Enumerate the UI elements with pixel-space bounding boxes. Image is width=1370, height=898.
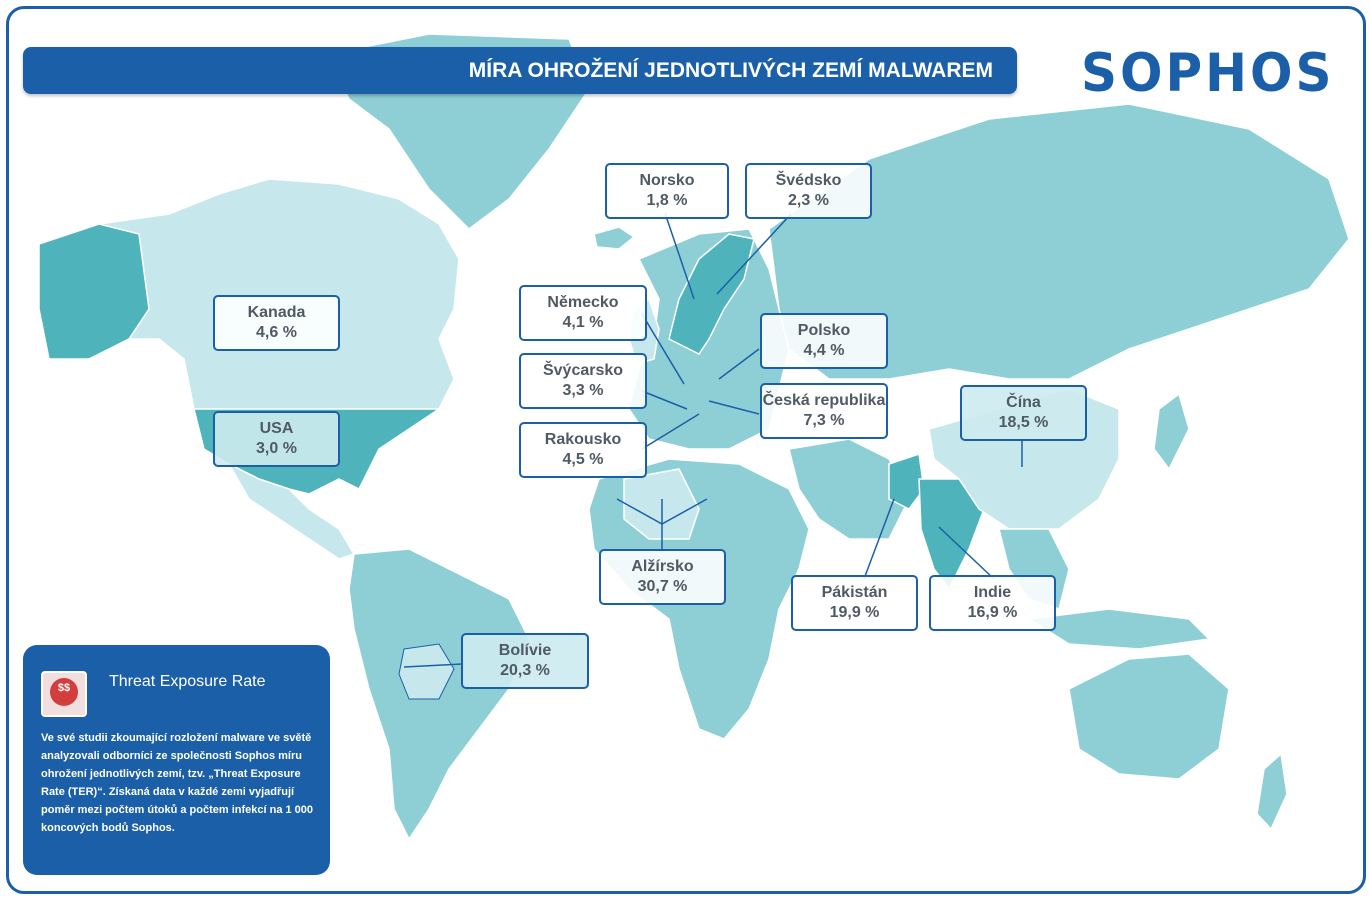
country-value: 16,9 % (967, 604, 1018, 621)
country-name: Bolívie (498, 642, 552, 659)
money-threat-icon: $$ (41, 671, 87, 717)
map-frame: MÍRA OHROŽENÍ JEDNOTLIVÝCH ZEMÍ MALWAREM… (6, 6, 1366, 894)
country-value: 3,3 % (562, 382, 604, 399)
country-name: Norsko (639, 172, 695, 189)
land-australia (1068, 653, 1230, 780)
threat-icon-glyph: $$ (50, 678, 78, 706)
country-name: Indie (973, 584, 1012, 601)
leader-lines (403, 212, 1023, 668)
label-indie: Indie 16,9 % (929, 575, 1056, 631)
country-name: Kanada (247, 304, 306, 321)
label-polsko: Polsko 4,4 % (760, 313, 888, 369)
page-title: MÍRA OHROŽENÍ JEDNOTLIVÝCH ZEMÍ MALWAREM (468, 59, 993, 82)
land-japan (1153, 392, 1190, 471)
country-value: 30,7 % (637, 578, 688, 595)
label-ceska-republika: Česká republika 7,3 % (760, 383, 888, 439)
country-value: 4,5 % (562, 451, 604, 468)
land-indonesia (1026, 608, 1211, 650)
info-panel: $$ Threat Exposure Rate Ve své studii zk… (23, 645, 330, 875)
label-nemecko: Německo 4,1 % (519, 285, 647, 341)
country-value: 4,4 % (803, 342, 845, 359)
info-heading: Threat Exposure Rate (109, 673, 266, 690)
country-name: Čína (1006, 394, 1041, 411)
info-text: Ve své studii zkoumající rozložení malwa… (41, 732, 314, 834)
land-pakistan (888, 453, 925, 510)
country-value: 3,0 % (256, 440, 297, 457)
label-cina: Čína 18,5 % (960, 385, 1087, 441)
sophos-logo: SOPHOS (1081, 42, 1335, 104)
country-value: 2,3 % (788, 192, 829, 209)
label-svedsko: Švédsko 2,3 % (745, 163, 872, 219)
country-name: Švýcarsko (542, 362, 624, 379)
land-new-zealand (1256, 752, 1288, 831)
label-kanada: Kanada 4,6 % (213, 295, 340, 351)
country-name: Švédsko (775, 172, 842, 189)
country-value: 4,6 % (256, 324, 297, 341)
country-value: 18,5 % (998, 414, 1049, 431)
label-rakousko: Rakousko 4,5 % (519, 422, 647, 478)
country-name: Alžírsko (631, 558, 694, 575)
country-value: 1,8 % (646, 192, 688, 209)
land-middle-east (788, 438, 910, 540)
country-name: Polsko (797, 322, 851, 339)
land-bolivia (398, 643, 455, 700)
label-norsko: Norsko 1,8 % (605, 163, 729, 219)
country-value: 4,1 % (562, 314, 604, 331)
title-banner: MÍRA OHROŽENÍ JEDNOTLIVÝCH ZEMÍ MALWAREM (23, 47, 1017, 94)
land-russia (768, 103, 1350, 380)
country-name: Německo (547, 294, 619, 311)
country-value: 7,3 % (803, 412, 845, 429)
label-pakistan: Pákistán 19,9 % (791, 575, 918, 631)
country-name: Rakousko (544, 431, 622, 448)
country-value: 20,3 % (500, 662, 550, 679)
country-value: 19,9 % (829, 604, 880, 621)
label-usa: USA 3,0 % (213, 411, 340, 467)
label-svycarsko: Švýcarsko 3,3 % (519, 353, 647, 409)
country-name: Česká republika (762, 392, 886, 409)
land-iceland (593, 226, 636, 250)
label-alzirsko: Alžírsko 30,7 % (599, 549, 726, 605)
country-name: Pákistán (821, 584, 888, 601)
label-bolivie: Bolívie 20,3 % (461, 633, 589, 689)
land-alaska (38, 223, 150, 360)
country-name: USA (259, 420, 294, 437)
